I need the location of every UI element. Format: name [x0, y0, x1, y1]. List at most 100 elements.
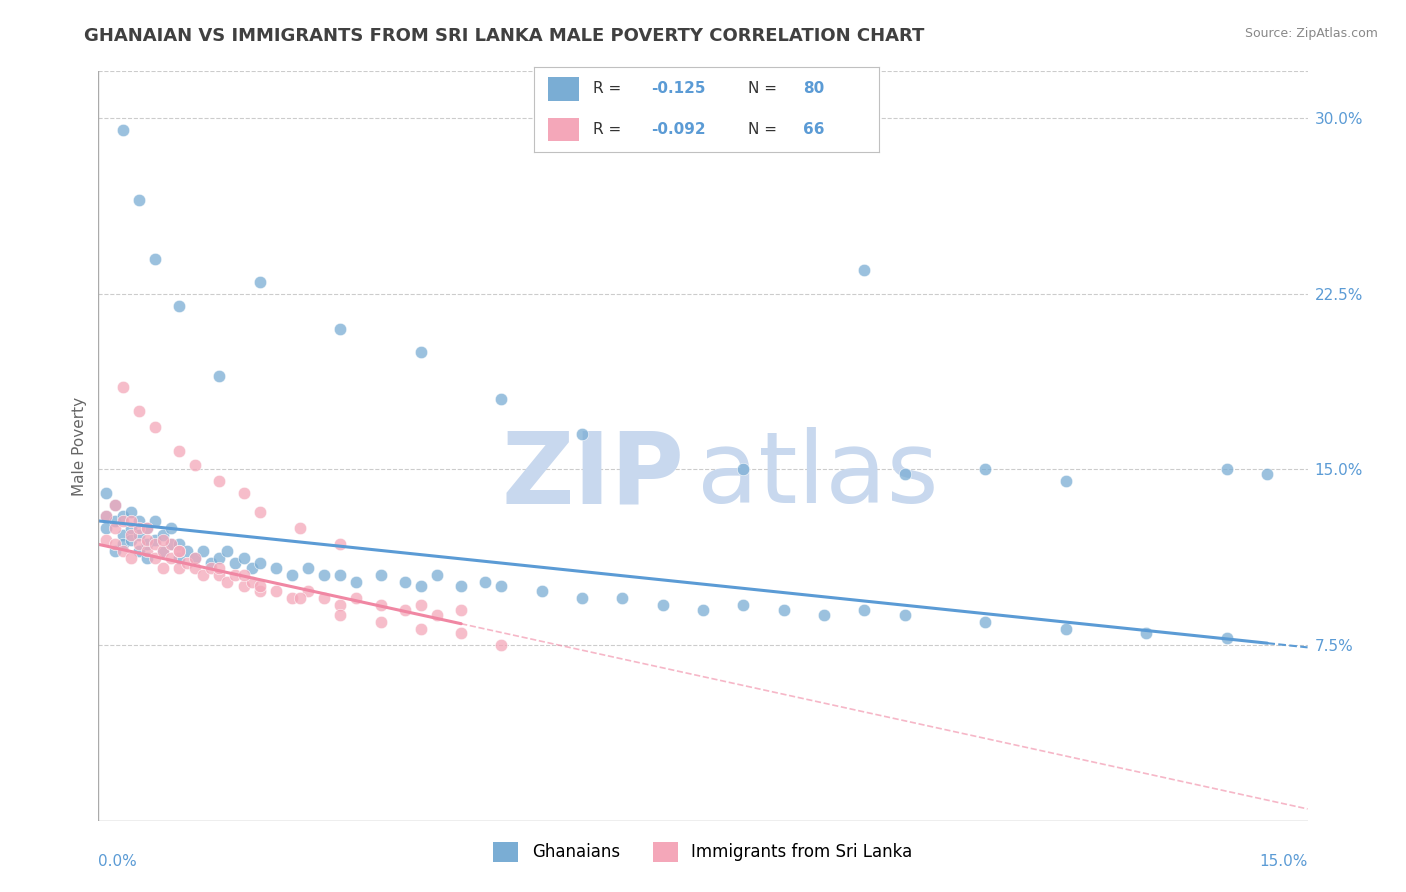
Point — [893, 467, 915, 482]
Point — [184, 551, 207, 566]
Point — [1054, 474, 1077, 488]
Text: -0.092: -0.092 — [651, 122, 706, 137]
Point — [612, 591, 634, 606]
Point — [103, 544, 125, 558]
Point — [232, 580, 254, 594]
Point — [344, 591, 367, 606]
Point — [1135, 626, 1157, 640]
Point — [249, 505, 271, 519]
Point — [232, 485, 254, 500]
Point — [426, 567, 449, 582]
Point — [135, 521, 157, 535]
Point — [217, 574, 239, 589]
Point — [143, 514, 166, 528]
Point — [208, 368, 231, 383]
Point — [491, 392, 513, 407]
Point — [96, 533, 118, 547]
Point — [152, 544, 174, 558]
Point — [128, 404, 150, 418]
Point — [974, 462, 997, 476]
Point — [120, 533, 142, 547]
Point — [1054, 622, 1077, 636]
Point — [111, 509, 134, 524]
Point — [135, 521, 157, 535]
Point — [893, 607, 915, 622]
Point — [409, 580, 432, 594]
Point — [329, 607, 352, 622]
Point — [200, 556, 222, 570]
Point — [571, 427, 593, 442]
Point — [370, 567, 392, 582]
Point — [152, 533, 174, 547]
Point — [772, 603, 794, 617]
Point — [160, 551, 183, 566]
Point — [120, 528, 142, 542]
Point — [96, 509, 118, 524]
Point — [111, 380, 134, 394]
Point — [314, 591, 336, 606]
Point — [143, 252, 166, 266]
Text: R =: R = — [593, 122, 621, 137]
Point — [370, 615, 392, 629]
Text: 15.0%: 15.0% — [1260, 855, 1308, 870]
Point — [249, 556, 271, 570]
Point — [143, 537, 166, 551]
Legend: Ghanaians, Immigrants from Sri Lanka: Ghanaians, Immigrants from Sri Lanka — [486, 835, 920, 869]
Point — [200, 561, 222, 575]
Point — [474, 574, 496, 589]
Point — [853, 263, 876, 277]
Point — [733, 599, 755, 613]
Point — [409, 345, 432, 359]
Point — [394, 574, 416, 589]
Text: N =: N = — [748, 122, 778, 137]
Point — [394, 603, 416, 617]
Point — [1256, 467, 1278, 482]
Point — [167, 298, 190, 313]
Point — [120, 505, 142, 519]
Point — [208, 567, 231, 582]
Point — [111, 537, 134, 551]
Point — [240, 561, 263, 575]
Point — [232, 551, 254, 566]
Point — [128, 537, 150, 551]
Point — [167, 443, 190, 458]
Point — [974, 615, 997, 629]
Text: GHANAIAN VS IMMIGRANTS FROM SRI LANKA MALE POVERTY CORRELATION CHART: GHANAIAN VS IMMIGRANTS FROM SRI LANKA MA… — [84, 27, 925, 45]
Point — [224, 556, 246, 570]
Point — [297, 584, 319, 599]
Point — [152, 544, 174, 558]
Point — [281, 567, 304, 582]
Point — [426, 607, 449, 622]
Point — [329, 567, 352, 582]
Point — [135, 551, 157, 566]
Point — [853, 603, 876, 617]
Point — [329, 322, 352, 336]
Point — [128, 544, 150, 558]
Text: R =: R = — [593, 81, 621, 96]
Point — [409, 599, 432, 613]
Point — [184, 458, 207, 472]
Point — [249, 275, 271, 289]
Point — [571, 591, 593, 606]
Point — [184, 561, 207, 575]
Point — [167, 561, 190, 575]
Point — [167, 551, 190, 566]
Point — [120, 551, 142, 566]
Point — [152, 561, 174, 575]
Point — [152, 528, 174, 542]
Point — [176, 544, 198, 558]
Text: 80: 80 — [803, 81, 824, 96]
Point — [111, 123, 134, 137]
Point — [103, 514, 125, 528]
Y-axis label: Male Poverty: Male Poverty — [72, 396, 87, 496]
Point — [409, 622, 432, 636]
Point — [450, 603, 472, 617]
Point — [96, 485, 118, 500]
Point — [103, 521, 125, 535]
Point — [217, 544, 239, 558]
Point — [297, 561, 319, 575]
Point — [344, 574, 367, 589]
Point — [128, 193, 150, 207]
Point — [103, 498, 125, 512]
Point — [491, 638, 513, 652]
